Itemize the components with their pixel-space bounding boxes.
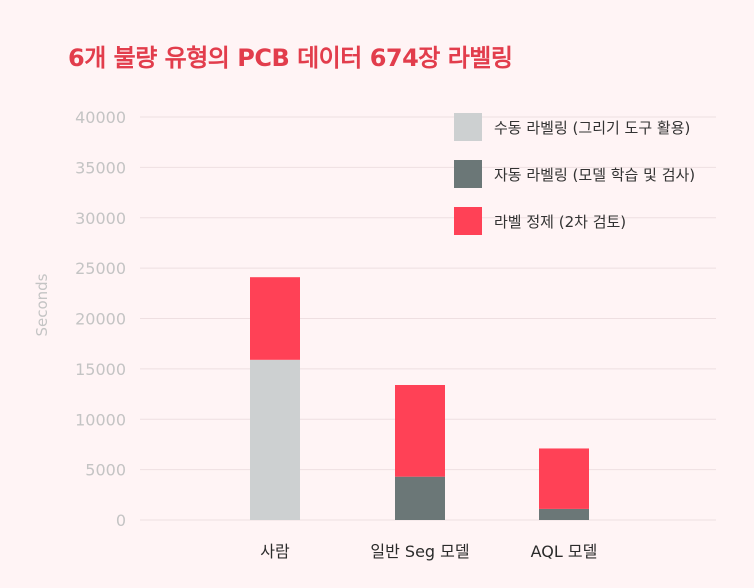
legend-swatch (454, 113, 482, 141)
legend-label: 라벨 정제 (2차 검토) (494, 212, 627, 231)
gridlines (140, 116, 716, 521)
bar-segment (250, 359, 300, 520)
legend-label: 자동 라벨링 (모델 학습 및 검사) (494, 165, 696, 184)
legend-swatch (454, 160, 482, 188)
y-tick-label: 25000 (75, 259, 126, 278)
x-tick-label: 사람 (260, 542, 290, 561)
legend-item: 자동 라벨링 (모델 학습 및 검사) (454, 160, 695, 188)
bar-segment (539, 508, 589, 520)
x-tick-labels: 사람 일반 Seg 모델 AQL 모델 (260, 542, 597, 561)
bar-segment (395, 476, 445, 520)
y-tick-label: 5000 (85, 461, 126, 480)
y-axis-label: Seconds (33, 273, 51, 336)
y-tick-label: 0 (116, 511, 126, 530)
y-tick-label: 30000 (75, 209, 126, 228)
y-tick-label: 40000 (75, 108, 126, 127)
x-tick-label: AQL 모델 (531, 542, 598, 561)
legend-item: 수동 라벨링 (그리기 도구 활용) (454, 113, 695, 141)
x-tick-label: 일반 Seg 모델 (370, 542, 469, 561)
bar-segment (539, 448, 589, 509)
bar-segment (395, 384, 445, 477)
legend-label: 수동 라벨링 (그리기 도구 활용) (494, 118, 691, 137)
y-tick-label: 20000 (75, 310, 126, 329)
y-tick-labels: 40000 35000 30000 25000 20000 15000 10000 5000 0 (75, 108, 126, 530)
chart-title: 6개 불량 유형의 PCB 데이터 674장 라벨링 (68, 44, 513, 72)
bar-segment (250, 277, 300, 360)
y-tick-label: 15000 (75, 360, 126, 379)
y-tick-label: 35000 (75, 158, 126, 177)
bars (250, 277, 589, 520)
legend-item: 라벨 정제 (2차 검토) (454, 207, 695, 235)
y-tick-label: 10000 (75, 410, 126, 429)
legend: 수동 라벨링 (그리기 도구 활용) 자동 라벨링 (모델 학습 및 검사) 라벨 … (454, 113, 695, 254)
legend-swatch (454, 207, 482, 235)
